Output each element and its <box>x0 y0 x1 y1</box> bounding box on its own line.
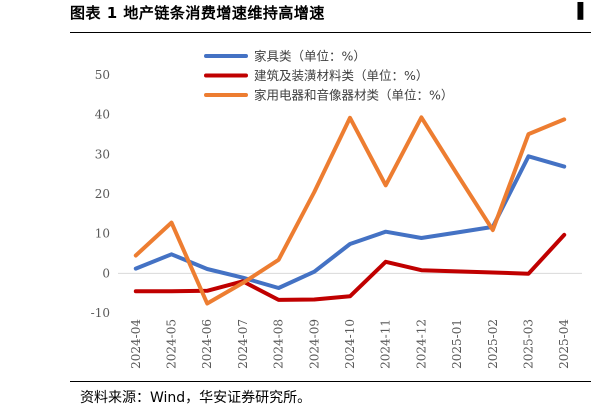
legend-label: 建筑及装潢材料类（单位：%） <box>254 68 428 83</box>
y-tick-label: -10 <box>91 306 110 320</box>
series-line-1 <box>133 232 567 302</box>
legend-label: 家用电器和音像器材类（单位：%） <box>254 88 453 103</box>
legend: 家具类（单位：%） 建筑及装潢材料类（单位：%） 家用电器和音像器材类（单位：%） <box>204 49 453 103</box>
x-tick-label: 2024-04 <box>129 319 143 369</box>
y-tick-label: 30 <box>95 147 110 161</box>
series-line-0 <box>133 154 567 290</box>
y-tick-label: 50 <box>95 68 110 82</box>
x-tick-label: 2024-10 <box>343 319 357 369</box>
x-tick-label: 2025-04 <box>557 319 571 369</box>
x-tick-label: 2024-05 <box>165 319 179 369</box>
x-tick-label: 2025-01 <box>450 319 464 369</box>
x-tick-label: 2024-06 <box>200 319 214 369</box>
x-tick-label: 2025-02 <box>486 319 500 369</box>
figure-title: 图表 1 地产链条消费增速维持高增速 <box>70 4 325 22</box>
x-tick-label: 2024-07 <box>236 319 250 369</box>
x-tick-label: 2025-03 <box>521 319 535 369</box>
y-tick-label: 20 <box>95 187 110 201</box>
series-lines <box>133 115 567 306</box>
x-tick-label: 2024-08 <box>272 319 286 369</box>
axes: -10 0 10 20 30 40 50 2024-04 2024-05 2024-06 2024-… <box>91 68 582 369</box>
y-tick-label: 40 <box>95 108 110 122</box>
x-tick-label: 2024-12 <box>414 319 428 369</box>
series-line-2 <box>133 115 567 306</box>
legend-label: 家具类（单位：%） <box>254 49 366 64</box>
y-tick-label: 0 <box>102 266 110 280</box>
x-tick-label: 2024-11 <box>379 319 393 369</box>
figure-title-right-fragment: ▌ <box>577 2 589 20</box>
x-tick-label: 2024-09 <box>307 319 321 369</box>
source-note: 资料来源：Wind，华安证券研究所。 <box>80 390 312 406</box>
top-rule <box>70 32 591 33</box>
bottom-rule <box>70 381 591 382</box>
y-tick-label: 10 <box>95 227 110 241</box>
